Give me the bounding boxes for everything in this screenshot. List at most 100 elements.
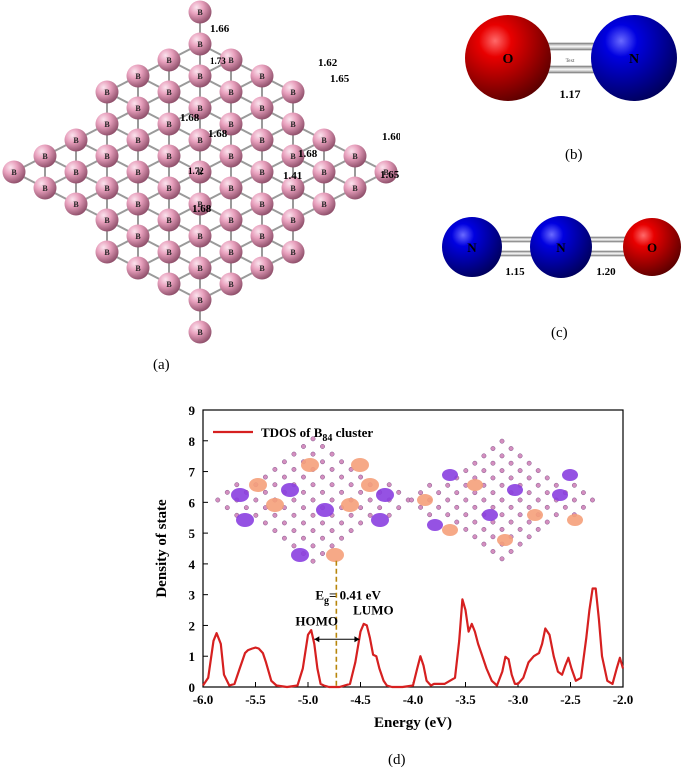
boron-atom-label: B [197, 8, 203, 17]
boron-atom-label: B [197, 264, 203, 273]
bond-length-label: 1.65 [330, 73, 350, 85]
gap-arrow [314, 636, 360, 643]
x-tick-label: -4.0 [403, 692, 424, 707]
boron-atom-label: B [166, 56, 172, 65]
bond-center-label: Text [566, 59, 575, 64]
boron-atom [95, 80, 119, 104]
boron-atom [343, 176, 367, 200]
boron-atom-label: B [11, 168, 17, 177]
y-tick-label: 2 [189, 618, 196, 633]
bond-length-label: 1.65 [380, 169, 400, 181]
y-tick-label: 6 [189, 495, 196, 510]
boron-atom [312, 192, 336, 216]
bond-length-label: 1.62 [318, 57, 338, 69]
boron-atom [95, 240, 119, 264]
boron-atom [33, 176, 57, 200]
oxygen-atom [465, 15, 551, 101]
no-bond-length: 1.17 [560, 87, 581, 101]
boron-atom [157, 272, 181, 296]
boron-atom [250, 128, 274, 152]
boron-atom-label: B [352, 152, 358, 161]
y-tick-label: 1 [189, 649, 196, 664]
boron-atom-label: B [42, 152, 48, 161]
boron-atom-label: B [197, 136, 203, 145]
boron-atom [157, 208, 181, 232]
y-axis-label: Density of state [154, 499, 170, 598]
y-tick-label: 5 [189, 526, 196, 541]
boron-atom [250, 160, 274, 184]
homo-lumo-orbital-insets [215, 436, 595, 564]
boron-atom [157, 240, 181, 264]
boron-atom-label: B [166, 120, 172, 129]
x-tick-label: -3.5 [455, 692, 476, 707]
boron-atom-label: B [197, 200, 203, 209]
boron-atom [95, 112, 119, 136]
caption-d: (d) [388, 752, 406, 768]
boron-atom-label: B [73, 136, 79, 145]
boron-atom-label: B [259, 200, 265, 209]
oxygen-label: O [503, 52, 514, 67]
boron-atom-label: B [197, 296, 203, 305]
boron-atom-label: B [228, 280, 234, 289]
boron-atom-label: B [104, 248, 110, 257]
boron-atom [126, 192, 150, 216]
boron-atom [188, 288, 212, 312]
boron-atom-label: B [228, 152, 234, 161]
boron-atom [250, 224, 274, 248]
boron-atom [312, 160, 336, 184]
boron-atom-label: B [228, 120, 234, 129]
boron-atom [219, 80, 243, 104]
nitrogen-1-label: N [467, 240, 477, 255]
boron-atom [281, 80, 305, 104]
boron-atom-label: B [321, 136, 327, 145]
x-tick-label: -5.0 [298, 692, 319, 707]
boron-atom [95, 144, 119, 168]
boron-atom [126, 256, 150, 280]
x-tick-label: -5.5 [245, 692, 266, 707]
gap-annotation: Eg= 0.41 eV [315, 587, 381, 606]
y-tick-label: 8 [189, 434, 196, 449]
boron-atom-label: B [166, 280, 172, 289]
boron-atom [157, 112, 181, 136]
boron-atom-label: B [383, 168, 389, 177]
nitrogen-atom [591, 15, 677, 101]
panel-b-no-molecule: Text O N 1.17 [465, 15, 677, 101]
nn-bond-length: 1.15 [505, 266, 525, 278]
plot-frame [202, 409, 624, 688]
boron-atom [126, 64, 150, 88]
bond-length-label: 1.68 [208, 128, 228, 140]
bond-length-label: 1.41 [283, 170, 302, 182]
boron-atom-label: B [166, 216, 172, 225]
boron-atom [157, 80, 181, 104]
oxygen-label: O [647, 240, 657, 255]
boron-atom [64, 128, 88, 152]
boron-atom-label: B [259, 264, 265, 273]
x-tick-label: -2.0 [613, 692, 634, 707]
boron-atom-label: B [321, 200, 327, 209]
boron-atom [188, 320, 212, 344]
boron-atom-label: B [104, 152, 110, 161]
boron-atom-label: B [135, 136, 141, 145]
bond-length-label: 1.60 [382, 131, 400, 143]
boron-atom [126, 96, 150, 120]
caption-a: (a) [153, 357, 170, 373]
no-bond-length: 1.20 [596, 266, 616, 278]
boron-atom-label: B [259, 168, 265, 177]
lumo-label: LUMO [353, 603, 393, 618]
y-tick-label: 4 [189, 557, 196, 572]
boron-atom [219, 112, 243, 136]
bond-length-label: 1.66 [210, 23, 230, 35]
boron-atom-label: B [135, 232, 141, 241]
boron-atom [188, 256, 212, 280]
boron-atom-label: B [166, 152, 172, 161]
legend-label: TDOS of B84 cluster [261, 425, 373, 444]
panel-d-tdos-chart: -6.0 -5.5 -5.0 -4.5 -4.0 -3.5 -3.0 -2.5 -2.0 0 1 2 3… [154, 403, 634, 731]
boron-atom-label: B [73, 168, 79, 177]
boron-atom-label: B [228, 248, 234, 257]
boron-atom [281, 112, 305, 136]
boron-atom [64, 192, 88, 216]
boron-atom [374, 160, 398, 184]
boron-atom-label: B [197, 40, 203, 49]
nitrogen-atom-2 [530, 216, 592, 278]
nitrogen-2-label: N [556, 240, 566, 255]
